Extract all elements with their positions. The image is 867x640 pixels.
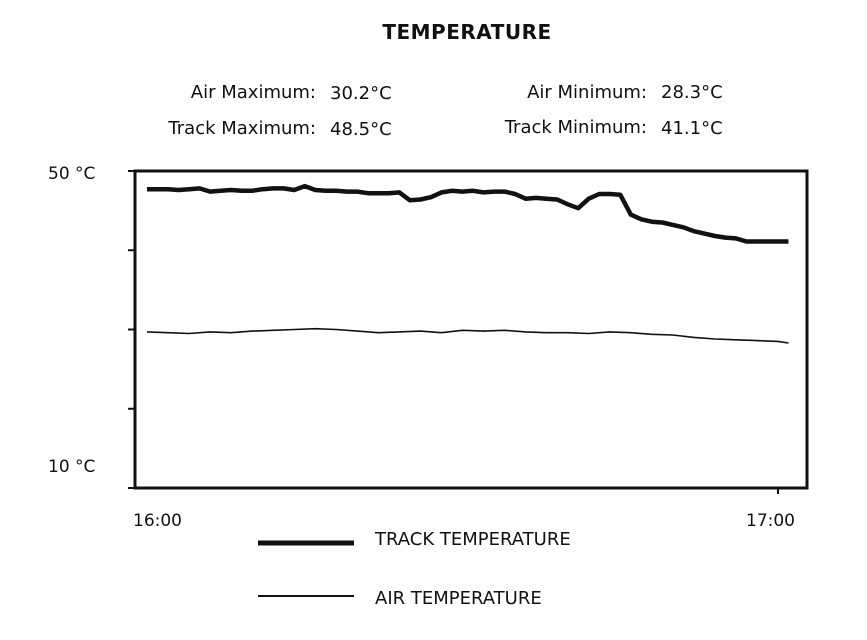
x-axis-start-label: 16:00: [133, 511, 182, 531]
air-maximum-label: Air Maximum:: [190, 82, 316, 103]
air-minimum-label: Air Minimum:: [527, 82, 647, 103]
series-line-air-temperature: [146, 327, 789, 344]
series-line-track-temperature: [147, 183, 789, 244]
air-minimum-value: 28.3°C: [661, 82, 723, 103]
chart-title: TEMPERATURE: [382, 20, 552, 44]
plot-frame: [133, 169, 809, 490]
track-maximum-label: Track Maximum:: [168, 118, 316, 139]
legend-air-label: AIR TEMPERATURE: [375, 588, 542, 609]
x-axis-end-label: 17:00: [746, 511, 795, 531]
legend-track-label: TRACK TEMPERATURE: [375, 529, 571, 550]
y-axis-ticks: [128, 170, 779, 494]
y-axis-top-label: 50 °C: [48, 164, 96, 184]
track-minimum-value: 41.1°C: [661, 118, 723, 139]
series-lines: [146, 183, 789, 344]
track-maximum-value: 48.5°C: [330, 119, 392, 140]
air-maximum-value: 30.2°C: [330, 83, 392, 104]
track-minimum-label: Track Minimum:: [504, 117, 647, 138]
y-axis-bottom-label: 10 °C: [48, 457, 96, 477]
